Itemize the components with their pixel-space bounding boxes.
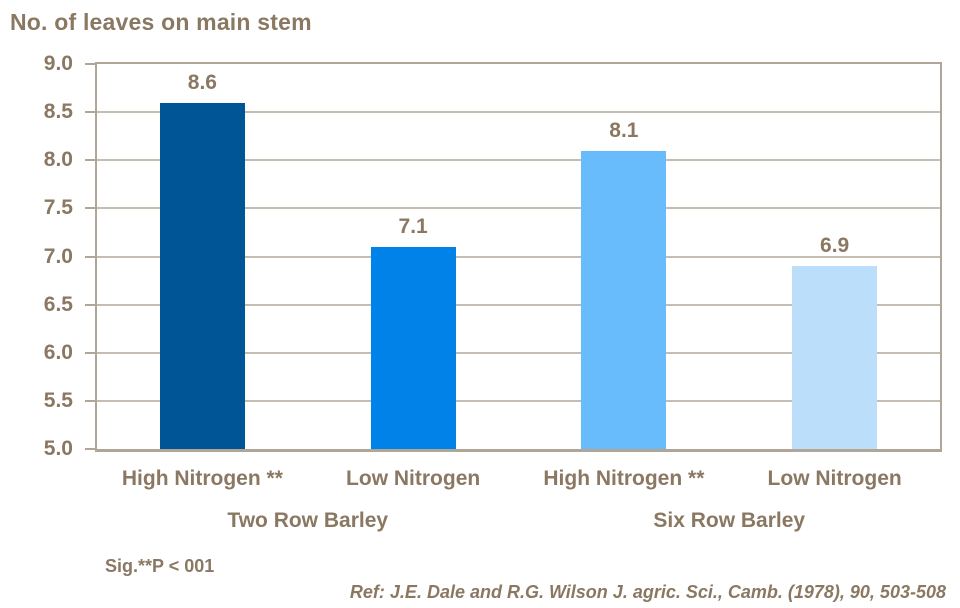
gridline <box>97 399 940 402</box>
y-axis-tick-label: 8.0 <box>43 148 73 172</box>
y-axis-tick-label: 7.0 <box>43 244 73 268</box>
y-axis-tick-label: 6.5 <box>43 292 73 316</box>
y-axis-tick-label: 5.0 <box>43 437 73 460</box>
y-axis-tick-mark <box>85 351 96 354</box>
bar <box>581 150 667 449</box>
y-axis-tick-mark <box>85 63 96 65</box>
y-axis-tick-label: 8.5 <box>43 100 73 124</box>
group-label: Six Row Barley <box>653 509 806 532</box>
gridline <box>97 255 940 258</box>
y-axis-tick-mark <box>85 159 96 162</box>
bar-value-label: 8.1 <box>609 118 639 142</box>
chart-title: No. of leaves on main stem <box>10 9 312 35</box>
bar <box>159 102 245 449</box>
gridline <box>97 159 940 162</box>
x-category-label: Low Nitrogen <box>346 467 481 490</box>
y-axis-tick-mark <box>85 399 96 402</box>
reference-note: Ref: J.E. Dale and R.G. Wilson J. agric.… <box>349 582 946 602</box>
y-axis-tick-mark <box>85 207 96 210</box>
y-axis-tick-label: 7.5 <box>43 196 73 220</box>
gridline <box>97 351 940 354</box>
bar-value-label: 6.9 <box>820 234 850 258</box>
gridline <box>97 207 940 210</box>
bar <box>792 266 878 449</box>
significance-note: Sig.**P < 001 <box>105 556 215 576</box>
y-axis-tick-mark <box>85 448 96 450</box>
bar-value-label: 8.6 <box>187 70 217 94</box>
bar <box>370 246 456 449</box>
y-axis-tick-mark <box>85 255 96 258</box>
x-category-label: Low Nitrogen <box>767 467 902 490</box>
x-category-label: High Nitrogen ** <box>543 467 705 490</box>
plot-area: 8.6 7.1 8.1 6.9 <box>95 62 942 452</box>
y-axis-tick-label: 6.0 <box>43 340 73 364</box>
gridline <box>97 111 940 114</box>
x-category-label: High Nitrogen ** <box>121 467 283 490</box>
y-axis-tick-mark <box>85 303 96 306</box>
gridline <box>97 303 940 306</box>
y-axis-tick-label: 5.5 <box>43 388 73 412</box>
bar-value-label: 7.1 <box>398 214 428 238</box>
y-axis-tick-mark <box>85 111 96 114</box>
y-axis-tick-label: 9.0 <box>43 52 73 75</box>
group-label: Two Row Barley <box>227 509 389 532</box>
